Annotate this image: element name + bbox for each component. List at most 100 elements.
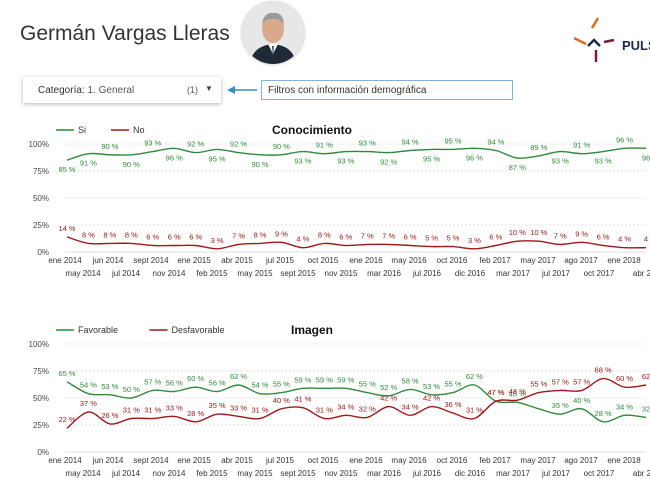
filter-label-group: Categoría: 1. General	[38, 85, 134, 96]
data-label: 53 %	[423, 382, 440, 391]
x-tick-label: mar 2016	[367, 469, 401, 478]
y-tick-label: 25%	[33, 221, 49, 230]
data-label: 54 %	[251, 381, 268, 390]
data-label: 6 %	[146, 233, 159, 242]
data-label: 4	[644, 235, 648, 244]
data-label: 85 %	[58, 165, 75, 174]
series-line-si	[66, 147, 647, 161]
data-label: 96 %	[166, 153, 183, 162]
data-label: 9 %	[575, 229, 588, 238]
x-tick-label: abr 2	[633, 469, 650, 478]
data-label: 55 %	[359, 380, 376, 389]
data-label: 33 %	[166, 403, 183, 412]
x-tick-label: jul 2014	[111, 269, 141, 278]
chevron-down-icon[interactable]: ▼	[205, 84, 213, 93]
filter-count: (1)	[187, 85, 198, 95]
data-label: 92 %	[230, 140, 247, 149]
data-label: 94 %	[487, 137, 504, 146]
data-label: 65 %	[58, 369, 75, 378]
data-label: 96	[642, 153, 650, 162]
data-label: 95 %	[209, 154, 226, 163]
data-label: 36 %	[444, 400, 461, 409]
data-label: 92 %	[187, 140, 204, 149]
x-tick-label: sept 2014	[133, 256, 169, 265]
imagen-chart: Imagen Favorable Desfavorable 0% 25% 50% 75% 10…	[29, 323, 650, 478]
x-tick-label: jul 2015	[265, 456, 295, 465]
category-filter-dropdown[interactable]: Categoría: 1. General (1) ▼	[23, 77, 221, 103]
x-tick-label: feb 2017	[479, 256, 511, 265]
x-tick-label: sept 2015	[280, 269, 316, 278]
data-label: 60 %	[616, 374, 633, 383]
chart-title: Imagen	[291, 323, 333, 337]
x-tick-label: may 2017	[520, 456, 556, 465]
data-label: 47 %	[487, 388, 504, 397]
data-label: 26 %	[101, 411, 118, 420]
y-tick-label: 0%	[37, 448, 49, 457]
data-label: 10 %	[509, 228, 526, 237]
x-tick-label: abr 2015	[221, 256, 253, 265]
data-label: 56 %	[209, 379, 226, 388]
x-tick-label: oct 2016	[437, 256, 468, 265]
data-label: 90 %	[101, 142, 118, 151]
y-tick-label: 25%	[33, 421, 49, 430]
data-label: 89 %	[530, 143, 547, 152]
x-tick-label: jun 2014	[92, 456, 124, 465]
x-tick-label: ene 2014	[48, 256, 82, 265]
data-label: 68 %	[595, 366, 612, 375]
data-label: 6 %	[489, 233, 502, 242]
x-tick-label: jul 2014	[111, 469, 141, 478]
filter-value: 1. General	[87, 85, 135, 96]
data-label: 87 %	[509, 163, 526, 172]
pulso-logo	[574, 17, 615, 62]
data-label: 90 %	[251, 160, 268, 169]
data-label: 8 %	[103, 230, 116, 239]
data-label: 94 %	[402, 137, 419, 146]
data-label: 96 %	[616, 135, 633, 144]
data-label: 96 %	[466, 153, 483, 162]
data-label: 95 %	[444, 136, 461, 145]
data-label: 4 %	[618, 235, 631, 244]
data-label: 34 %	[402, 402, 419, 411]
x-tick-label: nov 2014	[153, 469, 186, 478]
data-label: 93 %	[552, 157, 569, 166]
data-label: 91 %	[316, 141, 333, 150]
data-label: 52 %	[380, 383, 397, 392]
x-tick-label: ene 2016	[349, 256, 383, 265]
data-label: 31 %	[251, 406, 268, 415]
data-label: 91 %	[573, 141, 590, 150]
data-label: 4 %	[296, 235, 309, 244]
series-line-favorable	[66, 381, 647, 423]
data-label: 59 %	[337, 375, 354, 384]
x-tick-label: ene 2015	[177, 456, 211, 465]
data-label: 32	[642, 404, 650, 413]
data-label: 7 %	[382, 231, 395, 240]
data-label: 62	[642, 372, 650, 381]
legend-label-desfavorable: Desfavorable	[172, 325, 225, 335]
data-label: 47 %	[487, 388, 504, 397]
x-tick-label: jul 2017	[541, 269, 571, 278]
data-label: 33 %	[230, 403, 247, 412]
data-label: 93 %	[595, 157, 612, 166]
x-tick-label: may 2015	[237, 269, 273, 278]
data-label: 6 %	[189, 233, 202, 242]
data-label: 57 %	[573, 377, 590, 386]
data-label: 93 %	[359, 139, 376, 148]
data-label: 62 %	[230, 372, 247, 381]
x-tick-label: sept 2015	[280, 469, 316, 478]
arrow-left-icon	[227, 86, 257, 94]
data-label: 40 %	[273, 396, 290, 405]
x-tick-label: sept 2014	[133, 456, 169, 465]
data-label: 58 %	[402, 376, 419, 385]
data-label: 92 %	[380, 158, 397, 167]
x-tick-label: abr 2015	[221, 456, 253, 465]
data-label: 3 %	[468, 236, 481, 245]
data-label: 41 %	[294, 395, 311, 404]
data-label: 34 %	[616, 402, 633, 411]
data-label: 56 %	[166, 379, 183, 388]
data-label: 55 %	[530, 380, 547, 389]
data-label: 93 %	[144, 139, 161, 148]
data-label: 60 %	[187, 374, 204, 383]
x-tick-label: nov 2015	[325, 269, 358, 278]
data-label: 35 %	[552, 401, 569, 410]
candidate-photo	[242, 2, 304, 64]
